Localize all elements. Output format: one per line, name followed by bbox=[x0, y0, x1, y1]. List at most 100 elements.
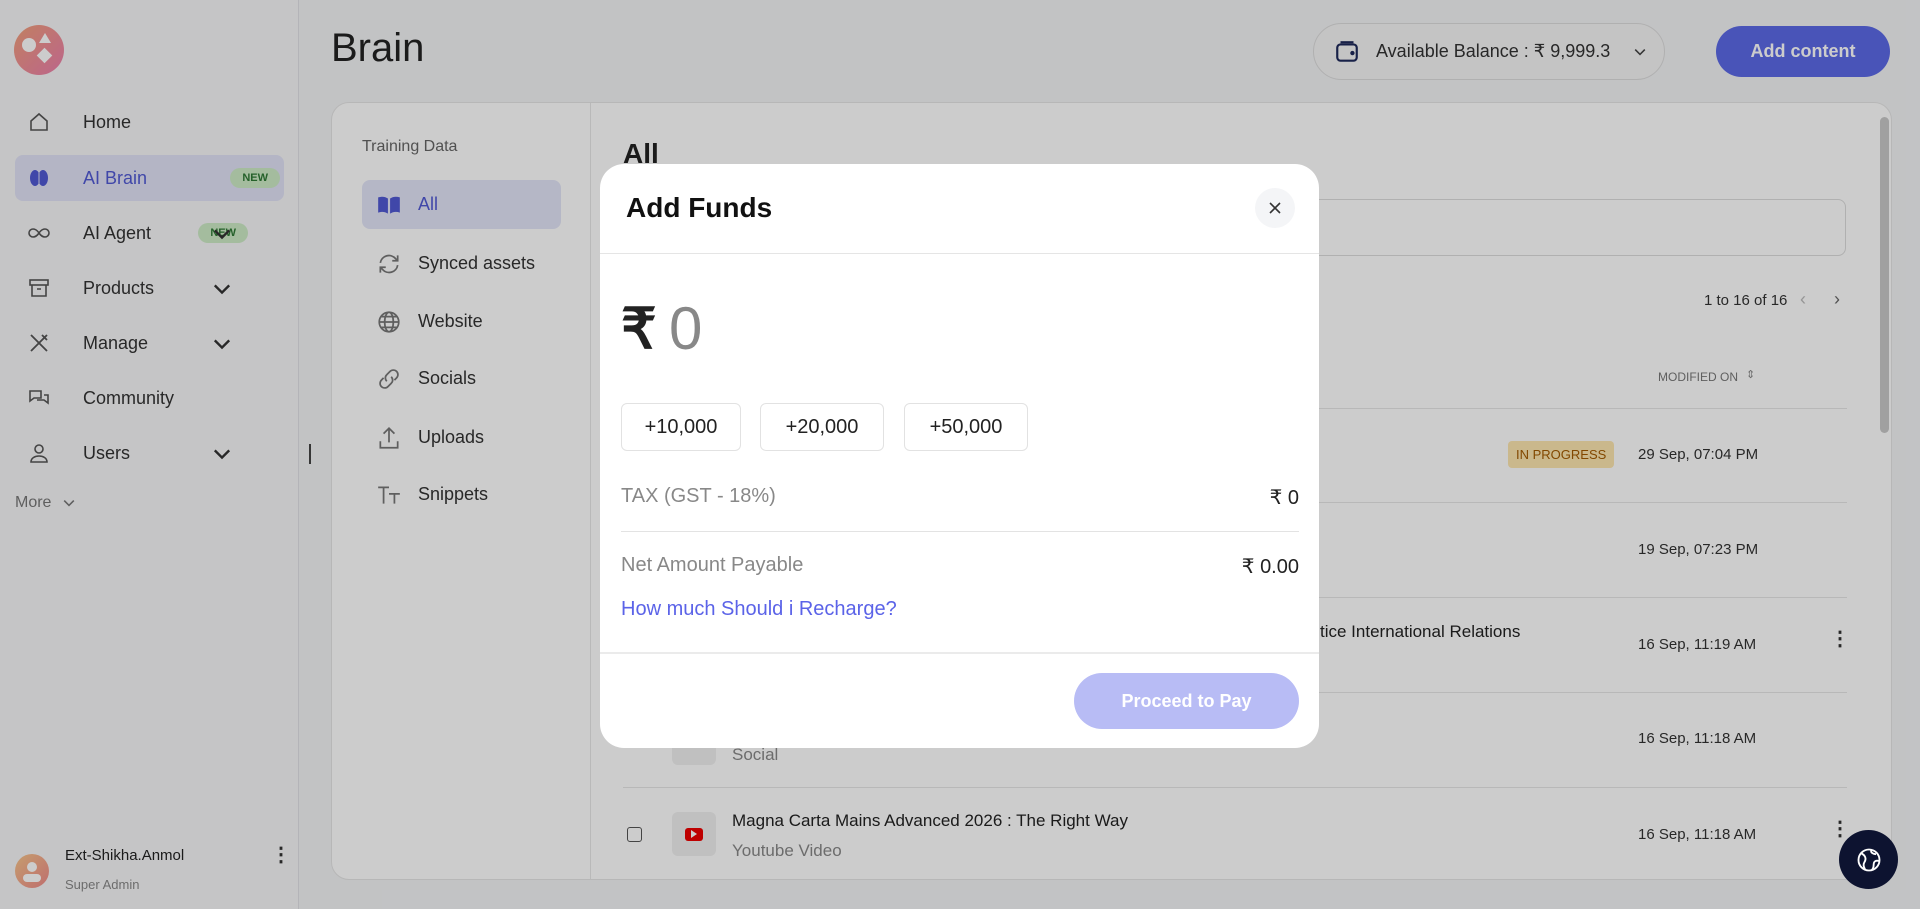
row-subtitle: Social bbox=[732, 745, 779, 764]
sidebar-item-ai-agent[interactable]: AI Agent NEW bbox=[15, 210, 284, 256]
text-icon bbox=[378, 486, 400, 504]
sync-icon bbox=[379, 254, 399, 273]
row-divider bbox=[623, 787, 1847, 788]
sidebar-item-label: Products bbox=[83, 277, 155, 298]
add-20000-chip[interactable]: +20,000 bbox=[760, 403, 884, 451]
add-content-button[interactable]: Add content bbox=[1716, 26, 1890, 77]
user-name: Ext-Shikha.Anmol bbox=[65, 847, 185, 864]
training-item-all[interactable]: All bbox=[362, 180, 561, 229]
sidebar: Home AI Brain NEW AI Agent NEW Products … bbox=[0, 0, 299, 909]
training-item-label: All bbox=[418, 194, 439, 214]
globe-assistant-button[interactable] bbox=[1839, 830, 1898, 889]
wallet-icon bbox=[1336, 40, 1358, 62]
row-subtitle: Youtube Video bbox=[732, 841, 842, 860]
chevron-down-icon bbox=[64, 500, 75, 507]
row-date: 16 Sep, 11:18 AM bbox=[1638, 826, 1757, 843]
add-funds-modal: Add Funds ₹ 0 +10,000 +20,000 +50,000 TA… bbox=[600, 164, 1319, 748]
link-icon bbox=[379, 368, 399, 389]
sidebar-item-label: Home bbox=[83, 111, 132, 132]
net-amount-label: Net Amount Payable bbox=[621, 554, 804, 576]
next-page-icon[interactable]: › bbox=[1834, 289, 1840, 309]
training-item-snippets[interactable]: Snippets bbox=[362, 470, 561, 519]
home-icon bbox=[30, 112, 48, 131]
user-role: Super Admin bbox=[65, 877, 140, 892]
upload-icon bbox=[379, 426, 399, 449]
sidebar-item-users[interactable]: Users bbox=[15, 430, 284, 476]
proceed-to-pay-button[interactable]: Proceed to Pay bbox=[1074, 673, 1299, 729]
row-checkbox[interactable] bbox=[627, 827, 642, 842]
close-icon bbox=[1269, 202, 1281, 214]
row-title[interactable]: Magna Carta Mains Advanced 2026 : The Ri… bbox=[732, 811, 1128, 830]
recharge-help-link[interactable]: How much Should i Recharge? bbox=[621, 598, 897, 620]
sidebar-item-label: AI Brain bbox=[83, 167, 148, 188]
chat-icon bbox=[29, 390, 49, 405]
youtube-icon bbox=[672, 812, 716, 856]
add-50000-chip[interactable]: +50,000 bbox=[904, 403, 1028, 451]
sidebar-item-label: Manage bbox=[83, 332, 149, 353]
prev-page-icon[interactable]: ‹ bbox=[1800, 289, 1806, 309]
training-data-panel: Training Data All Synced assets Website … bbox=[332, 103, 591, 879]
net-amount-value: ₹ 0.00 bbox=[1241, 556, 1299, 578]
row-title[interactable]: tice International Relations bbox=[1320, 622, 1521, 641]
globe-icon bbox=[378, 310, 400, 333]
sidebar-item-products[interactable]: Products bbox=[15, 265, 284, 311]
add-10000-chip[interactable]: +10,000 bbox=[621, 403, 741, 451]
sidebar-item-label: Community bbox=[83, 387, 175, 408]
footer-divider bbox=[600, 652, 1319, 654]
sidebar-item-label: AI Agent bbox=[83, 222, 152, 243]
row-date: 16 Sep, 11:19 AM bbox=[1638, 636, 1757, 653]
sidebar-resize-handle[interactable] bbox=[309, 444, 311, 464]
sidebar-item-home[interactable]: Home bbox=[15, 99, 284, 145]
divider bbox=[621, 531, 1299, 532]
logo bbox=[14, 25, 64, 75]
row-date: 19 Sep, 07:23 PM bbox=[1638, 541, 1759, 558]
currency-symbol: ₹ bbox=[621, 297, 657, 360]
amount-input[interactable]: 0 bbox=[669, 295, 703, 362]
sidebar-item-manage[interactable]: Manage bbox=[15, 320, 284, 366]
training-item-synced-assets[interactable]: Synced assets bbox=[362, 239, 561, 288]
page-title: Brain bbox=[331, 26, 425, 70]
sidebar-item-label: Users bbox=[83, 442, 131, 463]
content-title: All bbox=[623, 138, 659, 169]
new-badge: NEW bbox=[230, 168, 280, 188]
chevron-down-icon bbox=[1634, 48, 1646, 56]
avatar bbox=[15, 854, 49, 888]
tax-value: ₹ 0 bbox=[1269, 487, 1299, 509]
pagination-text: 1 to 16 of 16 bbox=[1704, 292, 1788, 309]
brain-icon bbox=[30, 169, 48, 187]
infinity-icon bbox=[28, 228, 50, 238]
tools-icon bbox=[30, 334, 48, 352]
chevron-down-icon bbox=[213, 449, 231, 460]
modal-title: Add Funds bbox=[626, 192, 773, 223]
sort-icon[interactable]: ⇕ bbox=[1746, 369, 1756, 381]
sidebar-item-ai-brain[interactable]: AI Brain NEW bbox=[15, 155, 284, 201]
header-divider bbox=[600, 253, 1319, 254]
balance-text: Available Balance : ₹ 9,999.3 bbox=[1376, 41, 1611, 61]
chevron-down-icon bbox=[213, 284, 231, 295]
training-item-label: Uploads bbox=[418, 427, 485, 447]
training-heading: Training Data bbox=[362, 138, 458, 155]
training-item-label: Website bbox=[418, 311, 483, 331]
tax-label: TAX (GST - 18%) bbox=[621, 485, 776, 507]
training-item-uploads[interactable]: Uploads bbox=[362, 413, 561, 462]
status-badge: IN PROGRESS bbox=[1508, 441, 1615, 468]
sidebar-item-community[interactable]: Community bbox=[15, 375, 284, 421]
training-item-website[interactable]: Website bbox=[362, 297, 561, 346]
chevron-down-icon bbox=[213, 339, 231, 350]
modified-on-header[interactable]: MODIFIED ON bbox=[1658, 370, 1738, 384]
globe-icon bbox=[1857, 848, 1880, 871]
new-badge: NEW bbox=[198, 223, 248, 243]
book-icon bbox=[378, 196, 400, 214]
user-icon bbox=[30, 444, 48, 463]
training-item-socials[interactable]: Socials bbox=[362, 354, 561, 403]
more-button[interactable]: More bbox=[15, 494, 77, 512]
row-date: 16 Sep, 11:18 AM bbox=[1638, 730, 1757, 747]
balance-dropdown[interactable]: Available Balance : ₹ 9,999.3 bbox=[1313, 23, 1665, 80]
training-item-label: Snippets bbox=[418, 484, 489, 504]
chevron-down-icon bbox=[213, 229, 231, 240]
row-date: 29 Sep, 07:04 PM bbox=[1638, 446, 1759, 463]
scrollbar-thumb[interactable] bbox=[1880, 117, 1889, 433]
close-button[interactable] bbox=[1255, 188, 1295, 228]
training-item-label: Synced assets bbox=[418, 253, 536, 273]
training-item-label: Socials bbox=[418, 368, 477, 388]
